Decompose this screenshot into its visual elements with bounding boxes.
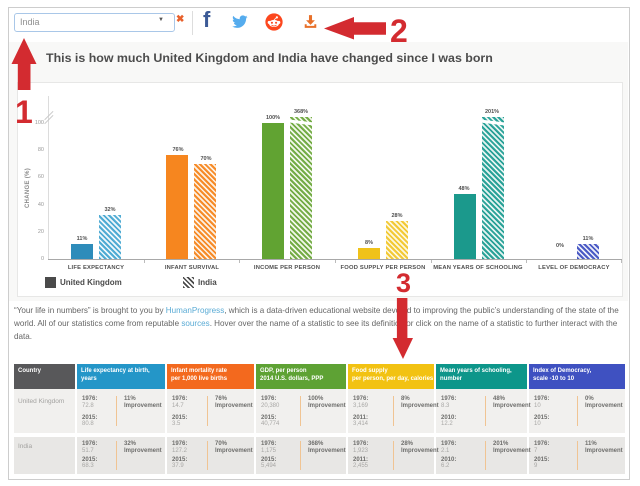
svg-text:1: 1	[15, 94, 33, 130]
svg-text:3: 3	[396, 268, 411, 298]
svg-text:2: 2	[390, 13, 408, 49]
